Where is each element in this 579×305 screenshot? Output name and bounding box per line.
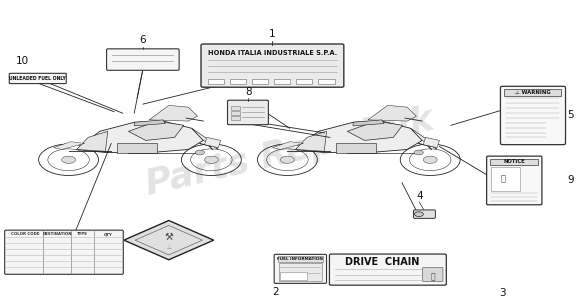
Text: COLOR CODE: COLOR CODE xyxy=(10,232,39,236)
Text: 1: 1 xyxy=(269,29,276,39)
Text: HONDA ITALIA INDUSTRIALE S.P.A.: HONDA ITALIA INDUSTRIALE S.P.A. xyxy=(208,49,337,56)
Polygon shape xyxy=(76,131,108,151)
Polygon shape xyxy=(54,142,85,149)
Polygon shape xyxy=(368,105,416,121)
FancyBboxPatch shape xyxy=(278,263,322,281)
Text: DRIVE  CHAIN: DRIVE CHAIN xyxy=(345,257,419,267)
FancyBboxPatch shape xyxy=(231,111,240,115)
Circle shape xyxy=(415,212,423,217)
Polygon shape xyxy=(353,120,384,126)
FancyBboxPatch shape xyxy=(490,159,538,165)
FancyBboxPatch shape xyxy=(230,79,246,84)
Polygon shape xyxy=(124,221,214,260)
Text: QTY: QTY xyxy=(104,232,112,236)
FancyBboxPatch shape xyxy=(296,79,313,84)
Polygon shape xyxy=(347,121,402,140)
Circle shape xyxy=(414,150,423,155)
Polygon shape xyxy=(204,137,221,148)
Text: 4: 4 xyxy=(416,191,423,201)
Text: 3: 3 xyxy=(499,289,505,299)
FancyBboxPatch shape xyxy=(504,89,562,96)
Text: 🛵: 🛵 xyxy=(500,174,505,183)
Text: ⚠ WARNING: ⚠ WARNING xyxy=(515,90,551,95)
FancyBboxPatch shape xyxy=(274,254,327,283)
Text: 6: 6 xyxy=(140,35,146,45)
Text: 8: 8 xyxy=(245,87,251,97)
Circle shape xyxy=(204,156,218,163)
FancyBboxPatch shape xyxy=(228,100,269,125)
FancyBboxPatch shape xyxy=(5,230,123,274)
FancyBboxPatch shape xyxy=(201,44,344,87)
FancyBboxPatch shape xyxy=(413,210,435,218)
Polygon shape xyxy=(129,121,184,140)
FancyBboxPatch shape xyxy=(329,254,446,285)
FancyBboxPatch shape xyxy=(252,79,268,84)
Text: TYPE: TYPE xyxy=(77,232,88,236)
Polygon shape xyxy=(117,143,157,152)
FancyBboxPatch shape xyxy=(486,156,542,205)
Text: ⛓: ⛓ xyxy=(430,272,435,281)
FancyBboxPatch shape xyxy=(9,73,66,84)
Circle shape xyxy=(62,156,75,163)
FancyBboxPatch shape xyxy=(280,272,307,280)
Circle shape xyxy=(423,156,437,163)
Polygon shape xyxy=(273,142,303,149)
FancyBboxPatch shape xyxy=(500,86,566,145)
Text: 9: 9 xyxy=(567,175,574,185)
FancyBboxPatch shape xyxy=(208,79,224,84)
Polygon shape xyxy=(411,128,437,149)
FancyBboxPatch shape xyxy=(231,116,240,120)
Text: 2: 2 xyxy=(273,287,279,297)
Circle shape xyxy=(195,150,204,155)
Text: NOTICE: NOTICE xyxy=(503,159,525,164)
Text: ⚒: ⚒ xyxy=(164,232,173,242)
FancyBboxPatch shape xyxy=(277,257,323,262)
Circle shape xyxy=(280,156,294,163)
Text: UNLEADED FUEL ONLY: UNLEADED FUEL ONLY xyxy=(9,76,66,81)
FancyBboxPatch shape xyxy=(231,106,240,110)
Text: 5: 5 xyxy=(567,110,574,120)
Text: FUEL INFORMATION: FUEL INFORMATION xyxy=(277,257,323,261)
Polygon shape xyxy=(336,143,376,152)
Polygon shape xyxy=(423,137,439,148)
Polygon shape xyxy=(149,105,197,121)
Polygon shape xyxy=(134,120,166,126)
Text: 10: 10 xyxy=(16,56,28,66)
FancyBboxPatch shape xyxy=(423,267,443,282)
FancyBboxPatch shape xyxy=(318,79,335,84)
Text: ⚠: ⚠ xyxy=(166,245,171,249)
Text: Parts Republik: Parts Republik xyxy=(142,103,437,202)
Text: DESTINATION: DESTINATION xyxy=(42,232,72,236)
Polygon shape xyxy=(192,128,218,149)
FancyBboxPatch shape xyxy=(274,79,291,84)
Polygon shape xyxy=(76,121,203,152)
FancyBboxPatch shape xyxy=(107,49,179,70)
FancyBboxPatch shape xyxy=(491,167,520,191)
Polygon shape xyxy=(295,121,422,152)
Polygon shape xyxy=(295,131,327,151)
